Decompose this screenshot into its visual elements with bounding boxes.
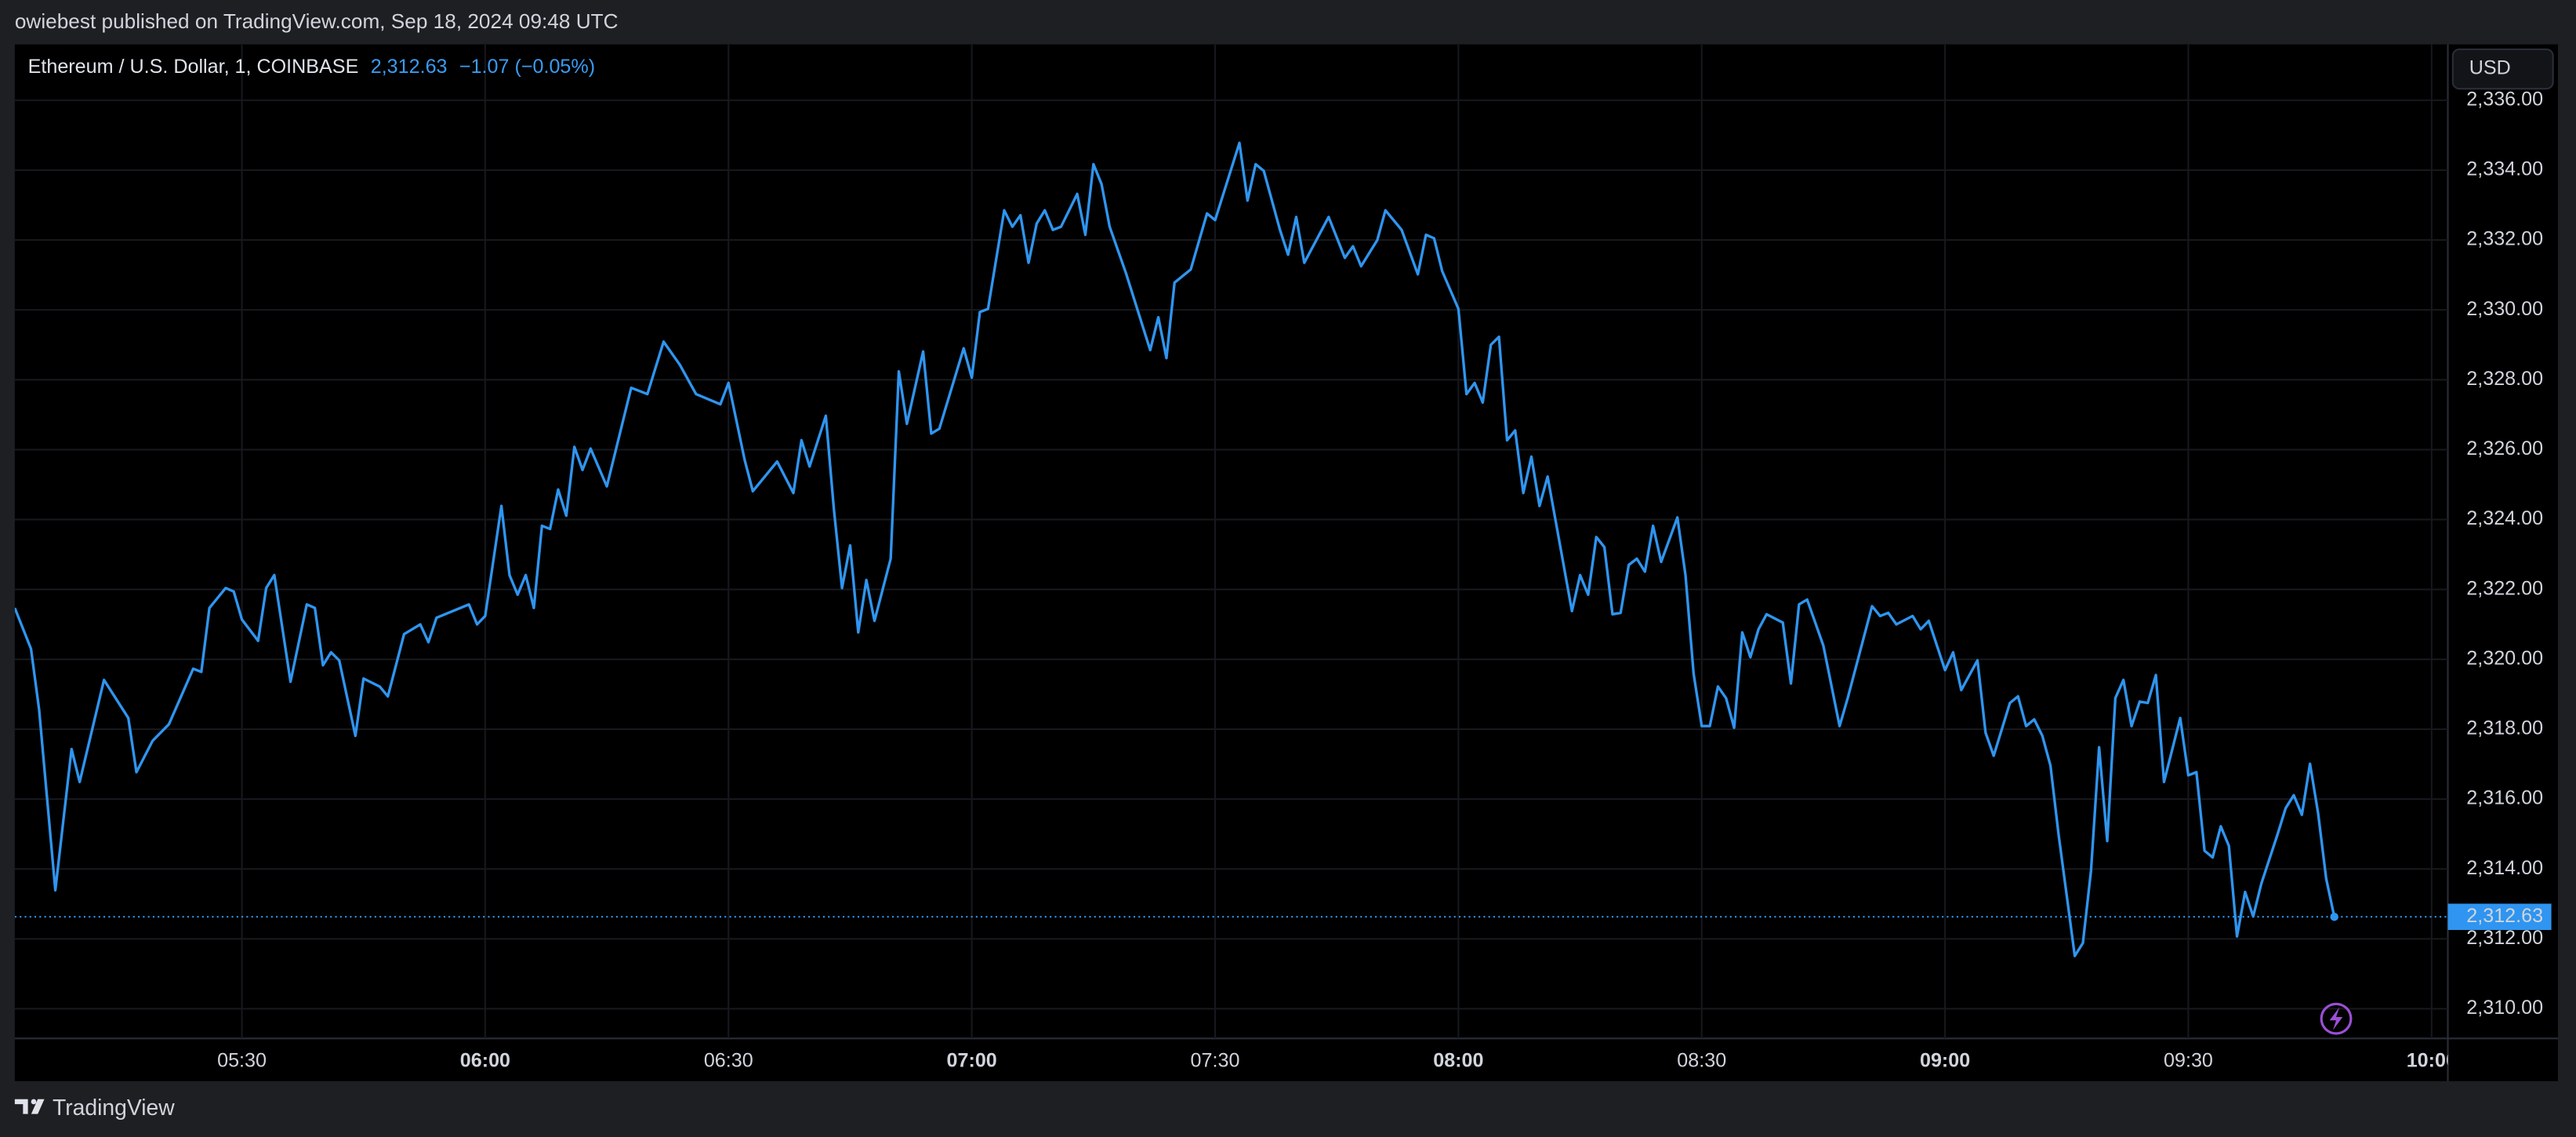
y-tick-label: 2,312.00 (2466, 927, 2543, 949)
x-tick-label: 06:30 (704, 1049, 753, 1071)
x-tick-label: 09:30 (2164, 1049, 2213, 1071)
y-tick-label: 2,320.00 (2466, 647, 2543, 669)
y-tick-label: 2,334.00 (2466, 158, 2543, 180)
last-price-text: 2,312.63 (371, 56, 448, 78)
lightning-icon[interactable] (2320, 1002, 2353, 1035)
y-tick-label: 2,318.00 (2466, 717, 2543, 739)
price-axis: 2,310.00 2,312.00 2,314.00 2,316.00 2,318.00… (2447, 89, 2552, 1019)
x-tick-label: 05:30 (217, 1049, 267, 1071)
y-tick-label: 2,314.00 (2466, 857, 2543, 879)
last-point (2330, 912, 2338, 921)
y-tick-label: 2,330.00 (2466, 298, 2543, 320)
symbol-legend: Ethereum / U.S. Dollar, 1, COINBASE 2,31… (28, 56, 596, 78)
currency-button[interactable] (2451, 48, 2554, 90)
footer-brand: TradingView (53, 1095, 175, 1120)
x-tick-label: 08:00 (1433, 1049, 1483, 1071)
x-tick-label: 07:30 (1191, 1049, 1240, 1071)
y-tick-label: 2,310.00 (2466, 997, 2543, 1019)
publish-header: owiebest published on TradingView.com, S… (15, 9, 619, 33)
time-axis: 05:30 06:00 06:30 07:00 07:30 08:00 08:30 09:00… (217, 1049, 2457, 1071)
symbol-title: Ethereum / U.S. Dollar, 1, COINBASE (28, 56, 359, 78)
chart-background (14, 44, 2558, 1081)
y-tick-label: 2,326.00 (2466, 438, 2543, 460)
x-tick-label: 08:30 (1677, 1049, 1726, 1071)
x-tick-label: 06:00 (460, 1049, 510, 1071)
x-tick-label: 09:00 (1920, 1049, 1970, 1071)
x-tick-label: 10:00 (2407, 1049, 2457, 1071)
plot-area (14, 141, 2448, 957)
y-tick-label: 2,332.00 (2466, 228, 2543, 250)
y-tick-label: 2,322.00 (2466, 577, 2543, 599)
x-tick-label: 07:00 (947, 1049, 997, 1071)
change-text: −1.07 (−0.05%) (459, 56, 595, 78)
last-price-badge (2447, 903, 2552, 930)
y-tick-label: 2,336.00 (2466, 89, 2543, 111)
price-line (14, 141, 2336, 957)
y-tick-label: 2,328.00 (2466, 368, 2543, 390)
last-price-label: 2,312.63 (2466, 905, 2543, 927)
currency-label[interactable]: USD (2469, 57, 2511, 79)
tradingview-logo (14, 1099, 45, 1114)
y-tick-label: 2,324.00 (2466, 507, 2543, 529)
y-tick-label: 2,316.00 (2466, 787, 2543, 809)
